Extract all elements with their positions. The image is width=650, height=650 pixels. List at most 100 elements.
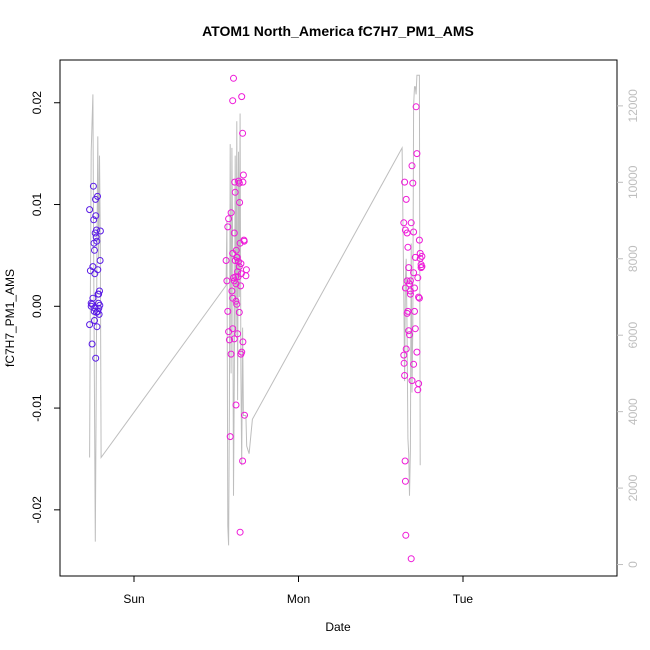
data-point (87, 299, 95, 307)
data-point (230, 229, 238, 237)
plot-area (86, 74, 426, 563)
x-tick-label: Sun (123, 592, 144, 606)
data-point (407, 219, 415, 227)
data-point (410, 360, 418, 368)
data-point (406, 287, 414, 295)
data-point (226, 433, 234, 441)
data-point (415, 293, 423, 301)
data-point (224, 307, 232, 315)
data-point (240, 237, 248, 245)
data-point (402, 195, 410, 203)
data-point (235, 263, 243, 271)
data-point (405, 327, 413, 335)
data-point (400, 351, 408, 359)
y-tick-label: 0.02 (30, 91, 44, 115)
data-point (93, 323, 101, 331)
data-point (229, 97, 237, 105)
data-point (96, 227, 104, 235)
data-point (401, 477, 409, 485)
y-axis: -0.02 -0.01 0.00 0.01 0.02 (30, 91, 60, 524)
data-point (86, 206, 94, 214)
y-axis-label: fC7H7_PM1_AMS (3, 269, 17, 367)
data-point (96, 257, 104, 264)
data-point (411, 307, 418, 315)
data-point (404, 307, 412, 315)
data-point (90, 216, 98, 224)
data-point (232, 280, 240, 288)
data-point (94, 192, 101, 200)
data-point (235, 258, 242, 265)
data-point (89, 263, 97, 271)
data-point (403, 277, 411, 285)
data-point (405, 264, 413, 272)
data-point (406, 290, 414, 298)
chart-title: ATOM1 North_America fC7H7_PM1_AMS (202, 23, 474, 39)
data-point (402, 531, 410, 539)
y2-tick-label: 8000 (626, 245, 640, 272)
data-point (235, 308, 243, 316)
data-point (417, 264, 425, 272)
data-point (96, 287, 103, 295)
data-point (415, 294, 423, 302)
x-axis-label: Date (325, 620, 351, 634)
data-point (400, 359, 408, 367)
data-point (242, 266, 250, 274)
data-point (409, 179, 417, 187)
data-point (93, 237, 101, 245)
data-point (227, 209, 235, 217)
data-point (92, 354, 100, 362)
data-point (95, 290, 103, 298)
data-point (227, 350, 235, 358)
y2-tick-label: 0 (626, 561, 640, 568)
data-point (400, 219, 408, 227)
data-point (239, 171, 247, 179)
data-point (229, 249, 237, 257)
y2-tick-label: 10000 (626, 165, 640, 199)
y2-axis: 0 2000 4000 6000 8000 10000 12000 (617, 89, 640, 568)
data-point (92, 212, 100, 220)
data-point (234, 330, 242, 338)
data-point (412, 103, 420, 111)
data-point (88, 340, 96, 348)
data-point (404, 243, 412, 251)
x-tick-label: Tue (453, 592, 474, 606)
data-point (94, 266, 102, 274)
data-point (94, 307, 102, 315)
data-point (224, 223, 232, 231)
data-point (233, 300, 241, 308)
y-tick-label: -0.02 (30, 496, 44, 524)
data-point (230, 74, 237, 82)
data-point (411, 253, 419, 261)
data-point (401, 457, 409, 465)
data-point (230, 274, 237, 282)
data-point (411, 325, 419, 333)
y2-tick-label: 12000 (626, 89, 640, 123)
data-point (414, 274, 422, 282)
data-point (93, 226, 100, 234)
y-tick-label: 0.00 (30, 294, 44, 318)
data-point (231, 188, 239, 196)
data-point (415, 236, 423, 244)
data-point (410, 269, 418, 277)
data-point (415, 380, 423, 388)
y2-tick-label: 2000 (626, 474, 640, 501)
data-point (86, 321, 94, 329)
data-point (406, 331, 413, 339)
data-point (239, 457, 247, 465)
data-point (237, 282, 245, 290)
data-point (236, 199, 244, 206)
data-point (233, 253, 241, 261)
data-point (225, 215, 233, 223)
data-point (232, 297, 240, 305)
x-axis: Sun Mon Tue (123, 576, 473, 606)
data-point (241, 411, 248, 419)
data-point (408, 377, 416, 385)
data-point (401, 284, 409, 292)
data-point (401, 178, 409, 186)
data-point (418, 252, 426, 260)
data-point (239, 338, 247, 346)
data-point (229, 325, 237, 333)
data-point (89, 294, 97, 302)
data-point (222, 257, 230, 264)
